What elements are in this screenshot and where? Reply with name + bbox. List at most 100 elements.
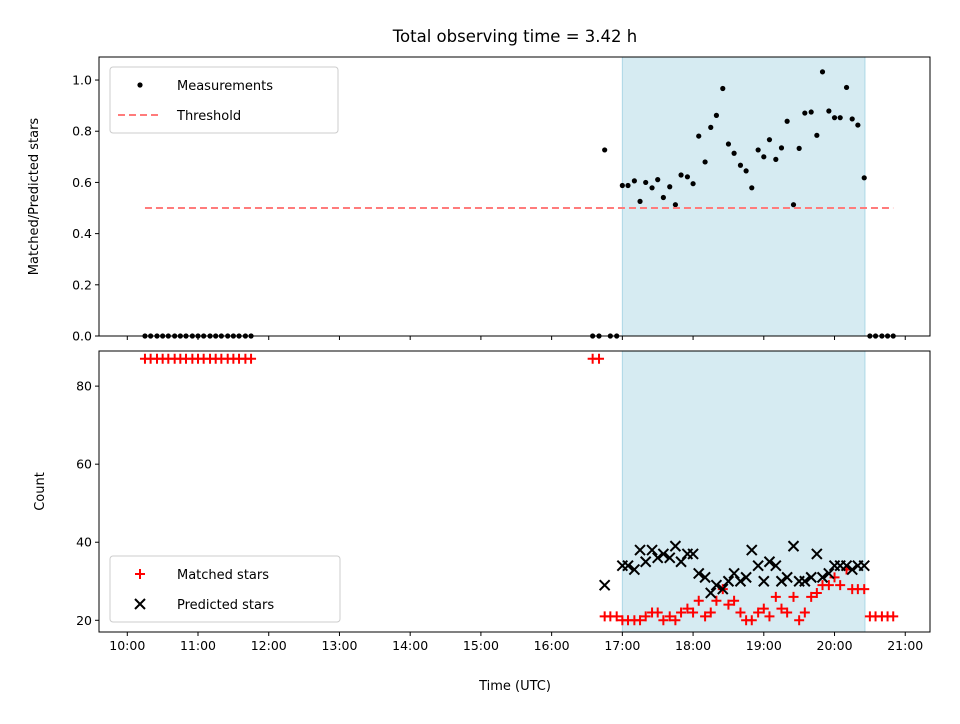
data-point <box>764 611 775 622</box>
data-point <box>787 540 800 552</box>
data-point <box>766 137 773 143</box>
legend-marker <box>135 569 145 579</box>
data-point <box>602 147 608 153</box>
data-point <box>594 353 605 364</box>
data-point <box>808 109 814 115</box>
data-point <box>676 607 687 618</box>
data-point <box>802 110 808 116</box>
data-point <box>670 615 681 626</box>
data-point <box>725 141 732 147</box>
data-point <box>846 563 858 576</box>
data-point <box>843 84 850 91</box>
data-point <box>622 559 634 572</box>
data-point <box>819 69 826 75</box>
legend: Matched stars Predicted stars <box>109 555 341 623</box>
data-point <box>770 591 781 602</box>
data-point <box>761 154 767 160</box>
data-point <box>734 575 747 587</box>
data-point <box>687 548 699 560</box>
data-point <box>829 572 840 583</box>
x-tick-label: 10:00 <box>109 638 145 653</box>
data-point <box>753 607 764 618</box>
data-point <box>611 611 622 622</box>
x-tick-label: 21:00 <box>887 638 923 653</box>
data-point <box>823 580 834 591</box>
data-point <box>700 611 711 622</box>
x-tick-label: 18:00 <box>675 638 711 653</box>
series-measurements <box>142 69 896 339</box>
data-point <box>705 607 716 618</box>
data-point <box>799 575 811 587</box>
data-point <box>755 147 761 153</box>
data-point <box>823 567 835 580</box>
data-point <box>646 544 658 556</box>
y-tick-label: 0.6 <box>72 175 92 190</box>
y-tick-label: 0.0 <box>72 329 92 344</box>
x-tick-label: 13:00 <box>321 638 357 653</box>
data-point <box>728 567 740 580</box>
data-point <box>782 607 793 618</box>
data-point <box>849 116 855 122</box>
data-point <box>723 599 734 610</box>
data-point <box>675 556 687 568</box>
x-tick-label: 16:00 <box>534 638 570 653</box>
data-point <box>816 571 829 584</box>
data-point <box>693 567 705 580</box>
y-tick-label: 40 <box>76 535 92 550</box>
y-tick-label: 0.4 <box>72 226 92 241</box>
data-point <box>796 145 802 151</box>
data-point <box>837 115 843 121</box>
data-point <box>655 177 661 183</box>
data-point <box>678 172 684 178</box>
data-point <box>758 575 770 587</box>
data-point <box>749 185 755 191</box>
data-point <box>763 556 776 568</box>
data-point <box>643 179 649 186</box>
data-point <box>652 607 663 618</box>
y-axis-label: Count <box>33 472 48 511</box>
data-point <box>781 571 793 584</box>
data-point <box>811 587 822 598</box>
top-panel: 0.0 0.2 0.4 0.6 0.8 1.0 Matched/Predicted star… <box>27 56 931 344</box>
data-point <box>708 124 714 130</box>
data-point <box>649 185 655 191</box>
legend-label: Threshold <box>176 109 241 124</box>
data-point <box>814 132 820 138</box>
data-point <box>640 611 651 622</box>
data-point <box>773 156 779 162</box>
x-axis-label: Time (UTC) <box>478 679 551 694</box>
data-point <box>637 198 643 204</box>
data-point <box>729 595 740 606</box>
x-tick-label: 20:00 <box>817 638 853 653</box>
data-point <box>758 603 769 614</box>
data-point <box>826 108 832 114</box>
data-point <box>811 548 823 560</box>
data-point <box>731 150 737 156</box>
data-point <box>775 575 788 587</box>
data-point <box>667 184 673 190</box>
data-point <box>672 202 678 208</box>
y-tick-label: 60 <box>76 457 92 472</box>
data-point <box>711 595 722 606</box>
data-point <box>684 174 691 180</box>
data-point <box>788 591 799 602</box>
data-point <box>635 615 646 626</box>
data-point <box>735 607 746 618</box>
legend-box <box>109 66 339 134</box>
data-point <box>652 552 664 564</box>
data-point <box>631 178 637 184</box>
y-tick-label: 1.0 <box>72 73 92 88</box>
legend-box <box>109 555 341 623</box>
axes-frame <box>98 56 931 337</box>
x-tick-label: 14:00 <box>392 638 428 653</box>
y-tick-label: 0.8 <box>72 124 92 139</box>
x-tick-label: 12:00 <box>251 638 287 653</box>
data-point <box>776 603 787 614</box>
data-point <box>861 175 867 181</box>
data-point <box>737 162 744 168</box>
data-point <box>657 548 670 560</box>
data-point <box>746 615 757 626</box>
data-point <box>778 145 785 151</box>
y-tick-label: 20 <box>76 613 92 628</box>
legend-marker <box>134 598 146 610</box>
